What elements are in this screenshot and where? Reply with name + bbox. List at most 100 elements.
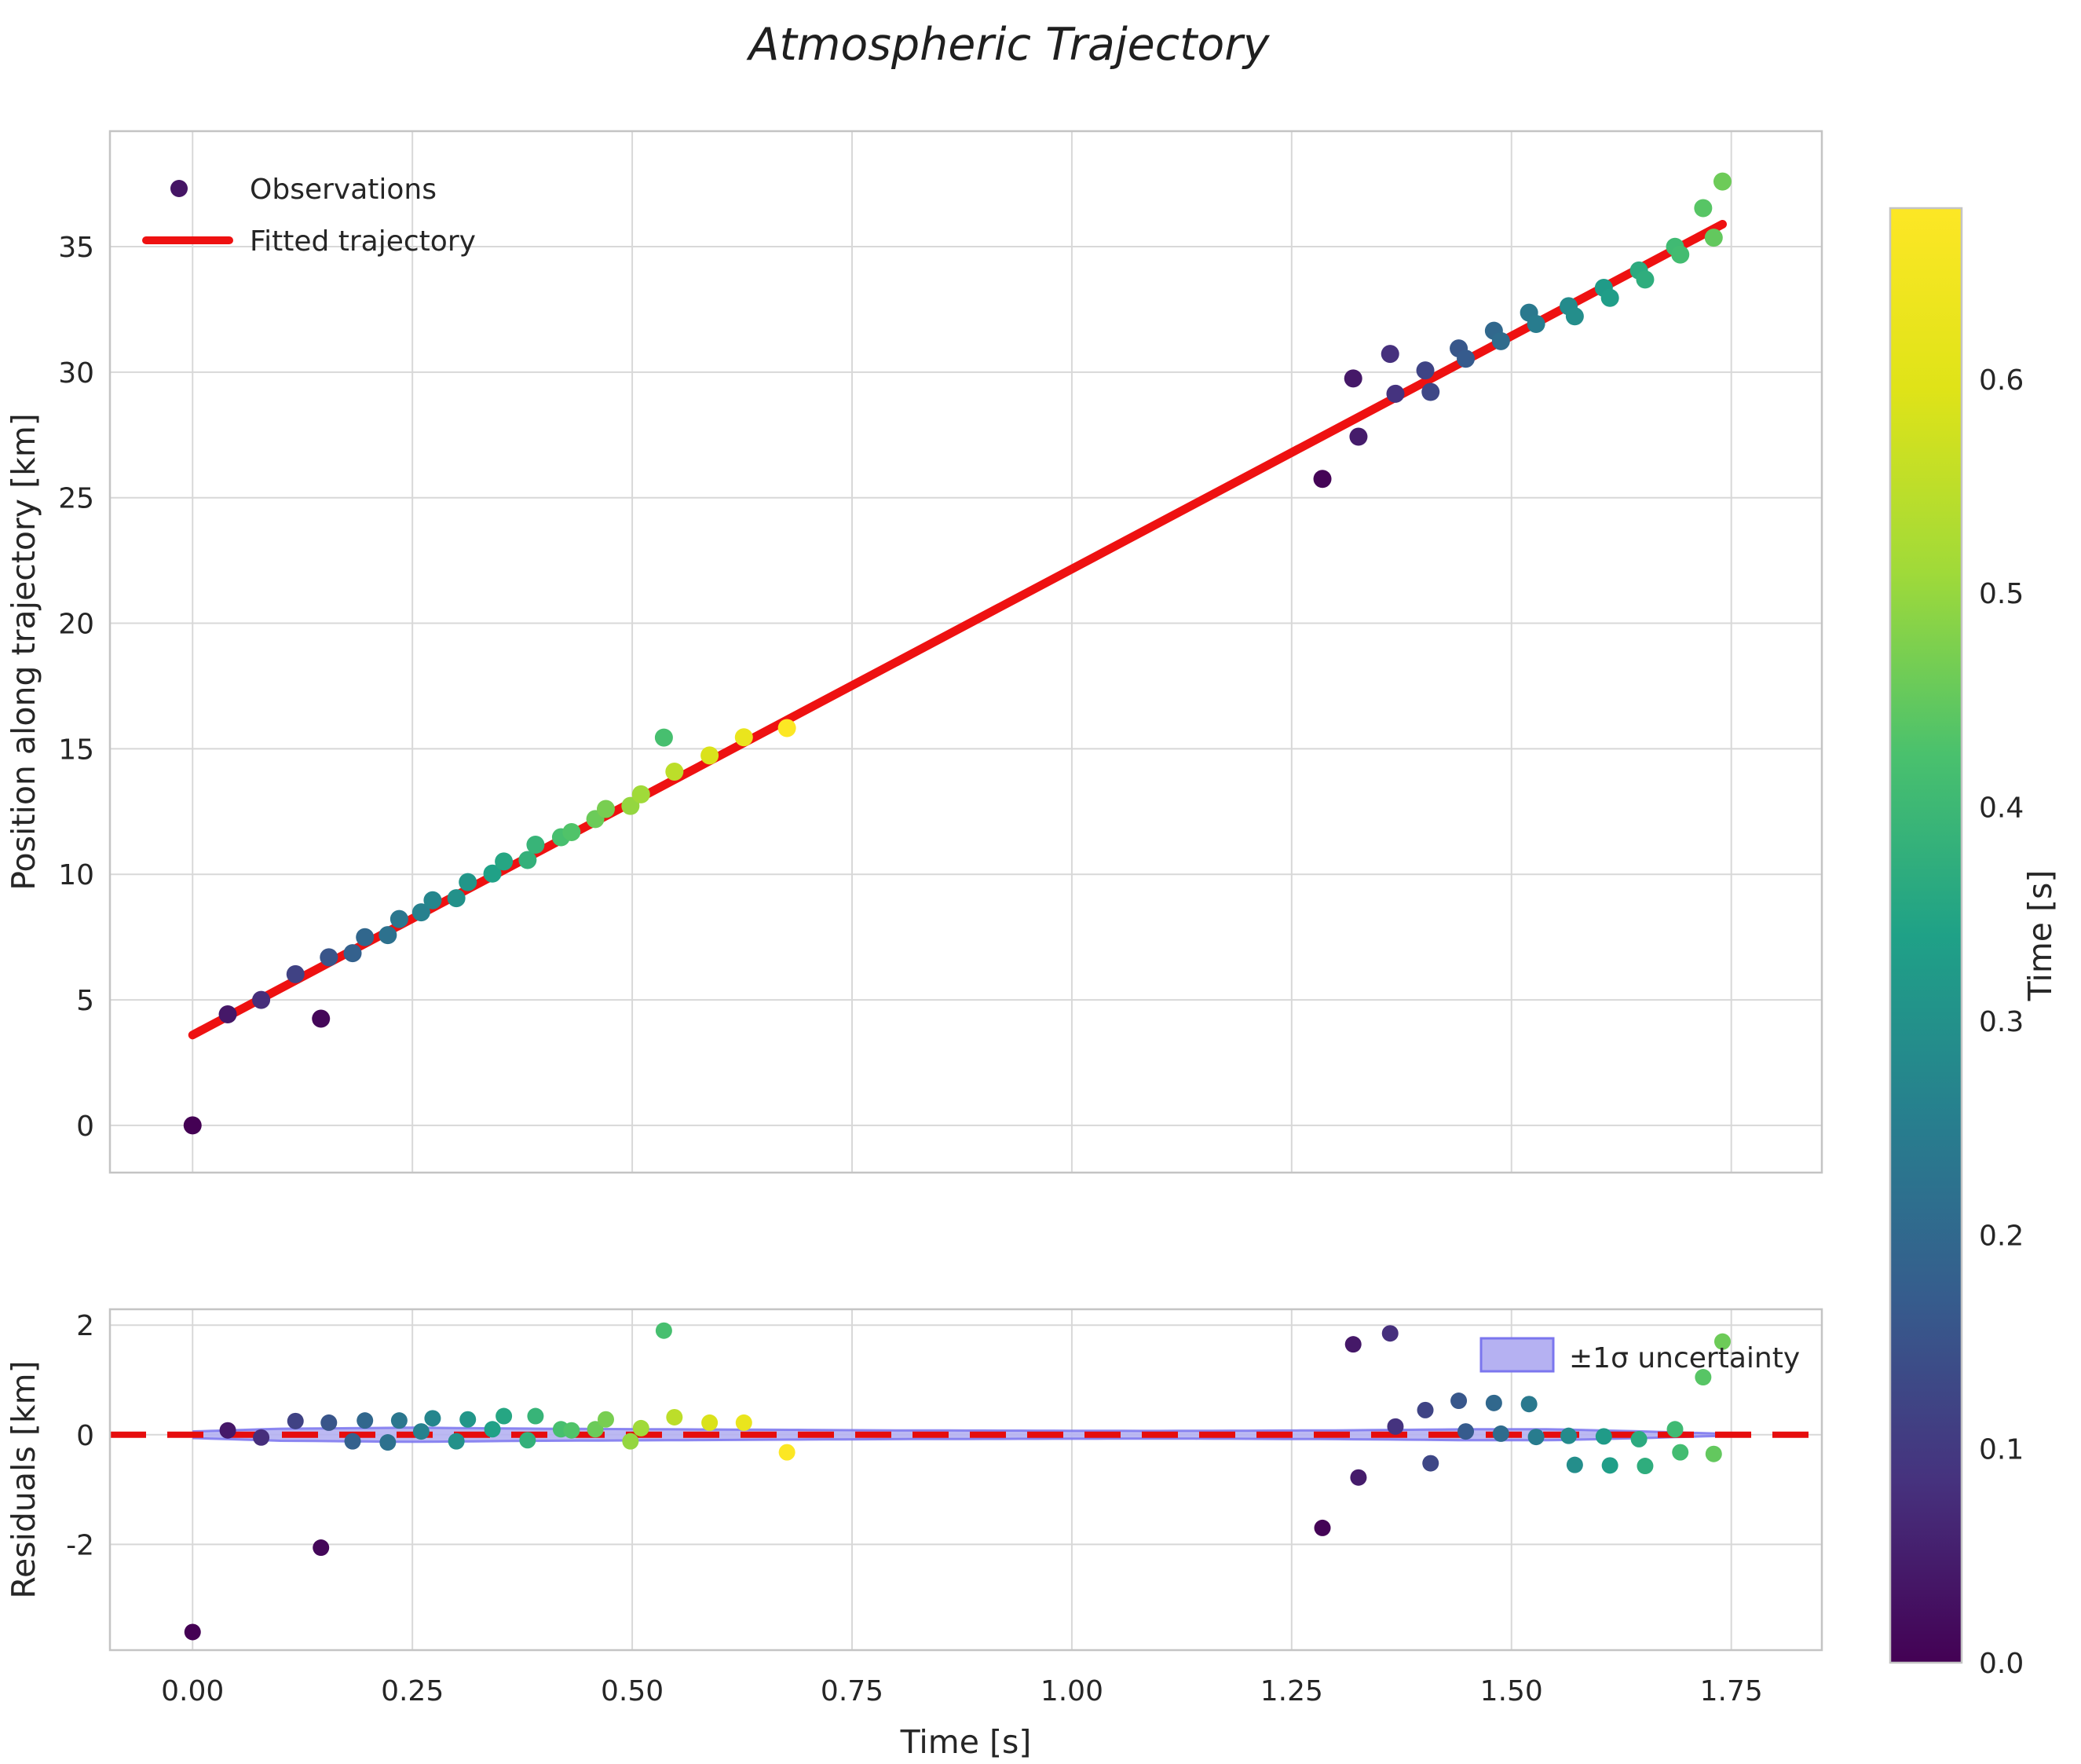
residual-point <box>519 1432 536 1449</box>
residual-point <box>1595 1428 1612 1445</box>
x-tick-label: 1.00 <box>1040 1675 1103 1707</box>
residual-point <box>563 1422 580 1439</box>
x-tick-label: 0.25 <box>381 1675 444 1707</box>
residual-point <box>1672 1444 1689 1461</box>
main-y-axis-label: Position along trajectory [km] <box>5 413 42 891</box>
x-tick-label: 1.75 <box>1700 1675 1763 1707</box>
residual-point <box>655 1322 672 1339</box>
observation-point <box>356 928 375 946</box>
tick-labels-layer: 0.00 0.25 0.50 0.75 1.00 1.25 1.50 1.7505101520… <box>58 232 1763 1707</box>
observation-point <box>777 719 796 737</box>
residual-point <box>1527 1429 1545 1446</box>
residual-point <box>1485 1394 1502 1411</box>
axes-spine <box>108 1308 1823 1652</box>
colorbar-tick-label: 0.3 <box>1979 1006 2024 1038</box>
x-tick-label: 0.75 <box>821 1675 883 1707</box>
fit-lines-layer <box>110 219 1822 1438</box>
colorbar-tick-label: 0.6 <box>1979 364 2024 397</box>
residuals-y-tick-label: -2 <box>66 1529 94 1561</box>
colorbar <box>1889 207 1963 1664</box>
residual-point <box>1417 1401 1434 1418</box>
observation-point <box>320 948 338 967</box>
observation-point <box>654 728 673 747</box>
residual-point <box>1492 1425 1509 1442</box>
residual-point <box>666 1408 683 1425</box>
residual-point <box>735 1414 752 1431</box>
residual-point <box>1666 1421 1684 1438</box>
residual-point <box>496 1407 513 1425</box>
residual-point <box>390 1412 408 1429</box>
x-tick-label: 1.25 <box>1260 1675 1323 1707</box>
observation-point <box>1313 470 1332 489</box>
residuals-y-axis-label: Residuals [km] <box>5 1360 42 1598</box>
residual-point <box>1560 1427 1578 1444</box>
observation-point <box>518 851 537 869</box>
colorbar-tick-label: 0.0 <box>1979 1648 2024 1680</box>
observation-point <box>379 926 397 945</box>
x-tick-label: 0.50 <box>601 1675 664 1707</box>
residual-point <box>701 1414 719 1431</box>
observation-point <box>1344 369 1362 388</box>
residual-point <box>219 1422 236 1439</box>
x-tick-label: 0.00 <box>161 1675 224 1707</box>
residual-point <box>527 1407 544 1425</box>
observation-point <box>1694 199 1713 218</box>
observations-legend-label: Observations <box>250 174 437 206</box>
uncertainty-legend-patch-icon <box>1479 1337 1555 1373</box>
observation-point <box>1713 172 1732 191</box>
main-y-tick-label: 30 <box>58 357 94 390</box>
colorbar-layer: 0.0 0.1 0.2 0.3 0.4 0.5 0.6 <box>1889 207 2024 1680</box>
axes-spine <box>108 130 1823 1174</box>
residual-point <box>1450 1393 1468 1410</box>
residual-point <box>587 1421 604 1438</box>
residual-point <box>379 1434 397 1451</box>
observation-point <box>665 762 684 781</box>
residual-point <box>1566 1456 1583 1473</box>
observation-point <box>218 1005 237 1024</box>
colorbar-tick-label: 0.2 <box>1979 1220 2024 1252</box>
observation-point <box>483 864 502 883</box>
gridlines-layer <box>110 131 1822 1650</box>
observation-point <box>1386 384 1405 403</box>
residual-point <box>313 1539 330 1557</box>
axes-spines-layer <box>108 130 1823 1652</box>
observation-point <box>390 909 408 928</box>
observation-point <box>631 785 650 803</box>
observation-point <box>596 800 615 818</box>
chart-title: Atmospheric Trajectory <box>746 19 1271 71</box>
colorbar-tick-label: 0.1 <box>1979 1434 2024 1466</box>
residual-point <box>357 1412 374 1429</box>
main-y-tick-label: 35 <box>58 232 94 264</box>
scatter-points-layer <box>183 172 1732 1641</box>
colorbar-tick-label: 0.4 <box>1979 792 2024 825</box>
residual-point <box>1350 1469 1367 1486</box>
residual-point <box>184 1623 201 1641</box>
residual-point <box>412 1423 430 1440</box>
observation-point <box>447 889 466 908</box>
residual-point <box>1630 1430 1648 1447</box>
main-y-tick-label: 10 <box>58 859 94 891</box>
residual-point <box>484 1421 501 1438</box>
fit-legend-label: Fitted trajectory <box>250 225 476 258</box>
residual-point <box>253 1429 270 1446</box>
residual-point <box>424 1410 441 1427</box>
observation-point <box>526 836 545 855</box>
residual-point <box>1344 1336 1362 1353</box>
colorbar-tick-label: 0.5 <box>1979 578 2024 610</box>
observation-point <box>1491 331 1510 350</box>
residual-point <box>1637 1458 1654 1475</box>
main-y-tick-label: 15 <box>58 734 94 766</box>
residual-point <box>448 1433 465 1450</box>
observation-point <box>1349 427 1368 446</box>
observation-point <box>1457 350 1476 368</box>
observation-point <box>562 823 581 842</box>
residual-point <box>1520 1396 1538 1413</box>
observation-point <box>1671 245 1690 264</box>
x-tick-label: 1.50 <box>1480 1675 1543 1707</box>
observation-point <box>1527 315 1545 334</box>
observation-point <box>1704 229 1723 247</box>
observation-point <box>343 944 362 963</box>
observation-point <box>1416 361 1435 380</box>
